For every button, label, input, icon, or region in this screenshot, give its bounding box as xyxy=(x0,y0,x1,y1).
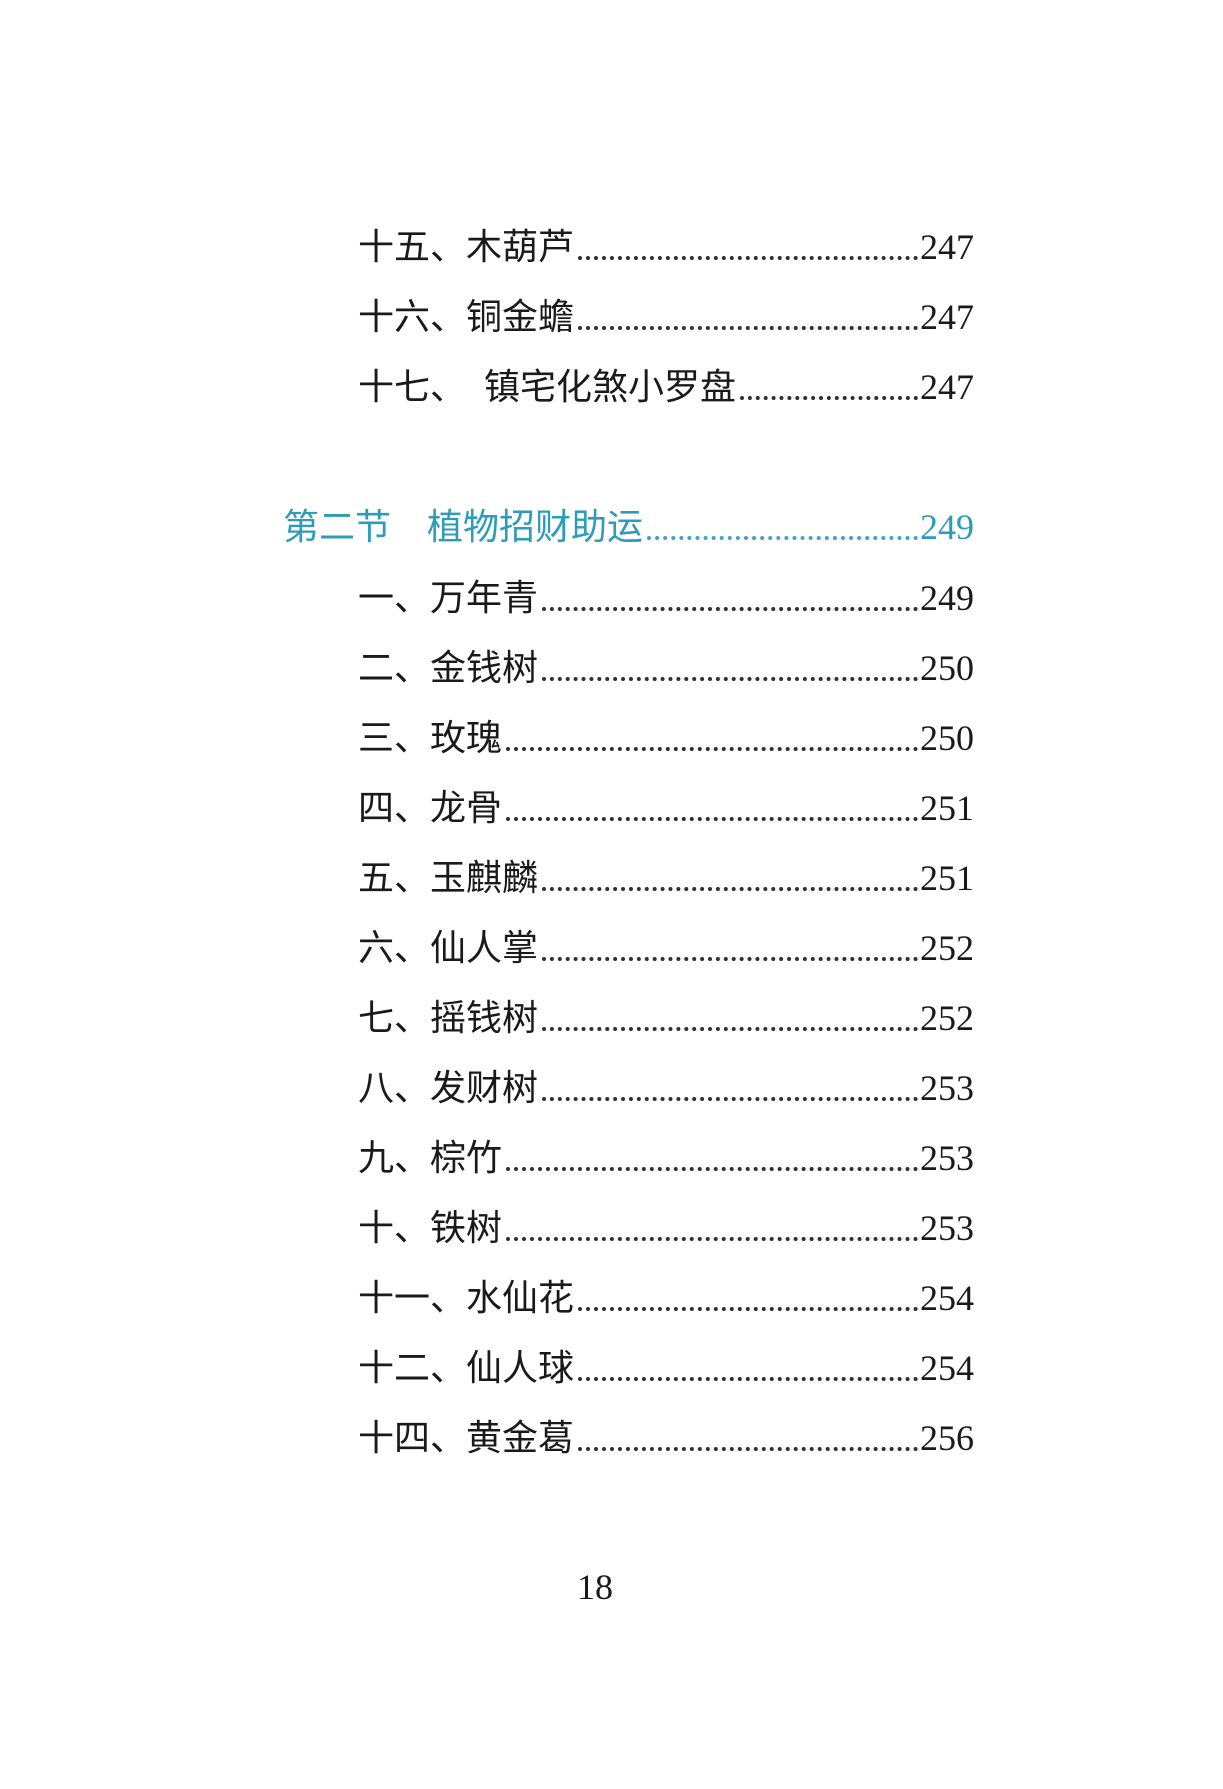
dot-leader xyxy=(740,396,918,400)
dot-leader xyxy=(542,887,918,891)
dot-leader xyxy=(506,1167,918,1171)
dot-leader xyxy=(506,1237,918,1241)
entry-title: 九、棕竹 xyxy=(358,1138,503,1178)
entry-page: 253 xyxy=(920,1138,974,1178)
page-number: 18 xyxy=(577,1567,613,1607)
toc-entry: 七、摇钱树 252 xyxy=(358,996,974,1040)
entry-title: 十二、仙人球 xyxy=(358,1348,575,1388)
entry-title: 五、玉麒麟 xyxy=(358,858,539,898)
toc-entry: 十六、铜金蟾 247 xyxy=(358,295,974,339)
entry-page: 251 xyxy=(920,858,974,898)
toc-entry: 十七、 镇宅化煞小罗盘 247 xyxy=(358,365,974,409)
entry-page: 249 xyxy=(920,507,974,547)
toc-entry: 五、玉麒麟 251 xyxy=(358,856,974,900)
entry-title: 二、金钱树 xyxy=(358,648,539,688)
entry-page: 247 xyxy=(920,367,974,407)
entry-title: 十、铁树 xyxy=(358,1208,503,1248)
toc-entry: 十四、黄金葛 256 xyxy=(358,1416,974,1460)
toc-entry: 十二、仙人球 254 xyxy=(358,1346,974,1390)
dot-leader xyxy=(506,817,918,821)
entry-page: 254 xyxy=(920,1348,974,1388)
entry-page: 247 xyxy=(920,297,974,337)
entry-title: 七、摇钱树 xyxy=(358,998,539,1038)
dot-leader xyxy=(578,1307,918,1311)
dot-leader xyxy=(578,256,918,260)
dot-leader xyxy=(542,957,918,961)
toc-entry: 十五、木葫芦 247 xyxy=(358,225,974,269)
entry-title: 十四、黄金葛 xyxy=(358,1418,575,1458)
entry-title: 十一、水仙花 xyxy=(358,1278,575,1318)
entry-page: 256 xyxy=(920,1418,974,1458)
dot-leader xyxy=(647,536,918,540)
toc-section-heading: 第二节 植物招财助运 249 xyxy=(283,505,974,549)
entry-title: 第二节 植物招财助运 xyxy=(283,507,644,547)
toc-entry: 八、发财树 253 xyxy=(358,1066,974,1110)
entry-page: 250 xyxy=(920,718,974,758)
entry-title: 八、发财树 xyxy=(358,1068,539,1108)
entry-title: 十七、 镇宅化煞小罗盘 xyxy=(358,367,737,407)
entry-page: 253 xyxy=(920,1208,974,1248)
toc-entry: 十、铁树 253 xyxy=(358,1206,974,1250)
dot-leader xyxy=(578,326,918,330)
entry-page: 253 xyxy=(920,1068,974,1108)
entry-title: 十六、铜金蟾 xyxy=(358,297,575,337)
dot-leader xyxy=(542,1027,918,1031)
entry-title: 六、仙人掌 xyxy=(358,928,539,968)
dot-leader xyxy=(506,747,918,751)
dot-leader xyxy=(542,1097,918,1101)
toc-entry: 四、龙骨 251 xyxy=(358,786,974,830)
dot-leader xyxy=(542,677,918,681)
entry-title: 三、玫瑰 xyxy=(358,718,503,758)
entry-title: 十五、木葫芦 xyxy=(358,227,575,267)
entry-page: 249 xyxy=(920,578,974,618)
entry-page: 247 xyxy=(920,227,974,267)
toc-entry: 一、万年青 249 xyxy=(358,576,974,620)
entry-page: 252 xyxy=(920,928,974,968)
toc-entry: 九、棕竹 253 xyxy=(358,1136,974,1180)
entry-page: 251 xyxy=(920,788,974,828)
dot-leader xyxy=(578,1447,918,1451)
dot-leader xyxy=(542,607,918,611)
dot-leader xyxy=(578,1377,918,1381)
entry-page: 254 xyxy=(920,1278,974,1318)
entry-page: 250 xyxy=(920,648,974,688)
toc-entry: 十一、水仙花 254 xyxy=(358,1276,974,1320)
entry-title: 四、龙骨 xyxy=(358,788,503,828)
entry-page: 252 xyxy=(920,998,974,1038)
toc-entry: 六、仙人掌 252 xyxy=(358,926,974,970)
toc-entry: 二、金钱树 250 xyxy=(358,646,974,690)
toc-entry: 三、玫瑰 250 xyxy=(358,716,974,760)
entry-title: 一、万年青 xyxy=(358,578,539,618)
